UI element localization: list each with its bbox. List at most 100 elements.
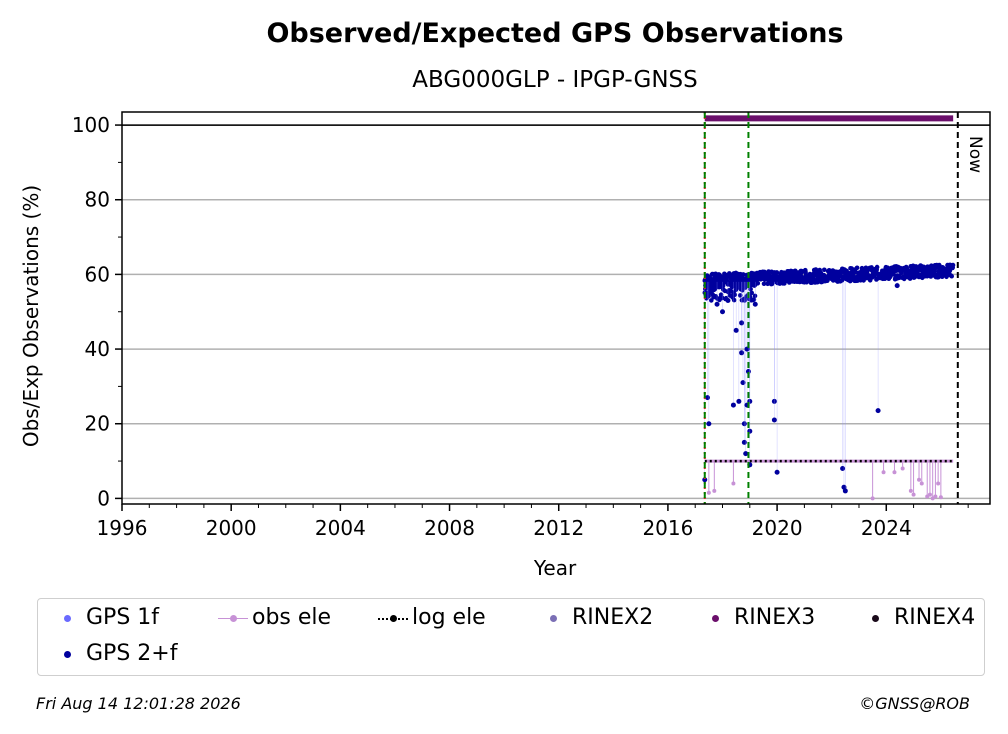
obs-ele-point: [892, 470, 897, 475]
gps2f-point: [752, 283, 757, 288]
legend-marker-gps2f: [52, 647, 82, 661]
obs-ele-point: [911, 492, 916, 497]
gps2f-outlier: [725, 298, 731, 304]
footer-timestamp: Fri Aug 14 12:01:28 2026: [36, 694, 241, 713]
gps2f-point: [932, 269, 937, 274]
legend-marker-log-ele: [378, 611, 408, 625]
gps2f-point: [737, 281, 742, 286]
gps2f-outlier: [739, 350, 745, 356]
gps2f-outlier: [733, 327, 739, 333]
legend-marker-obs-ele: [218, 611, 248, 625]
gps2f-outlier: [740, 380, 746, 386]
obs-ele-point: [917, 477, 922, 482]
x-tick-label: 2004: [315, 516, 366, 540]
chart-subtitle: ABG000GLP - IPGP-GNSS: [412, 67, 697, 93]
gps2f-outlier: [840, 466, 846, 472]
legend-label-rinex2: RINEX2: [572, 605, 654, 630]
gps2f-outlier: [894, 283, 900, 289]
gps2f-point: [748, 286, 753, 292]
gps2f-outlier: [842, 488, 848, 494]
legend-item-rinex2: RINEX2: [538, 605, 653, 630]
legend-marker-rinex3: [700, 611, 730, 625]
legend-label-log-ele: log ele: [412, 605, 486, 630]
legend-item-log-ele: log ele: [378, 605, 486, 630]
now-label: Now: [965, 136, 985, 173]
gps2f-outlier: [736, 398, 742, 404]
obs-ele-point: [933, 494, 938, 499]
chart-title: Observed/Expected GPS Observations: [266, 18, 843, 49]
x-tick-label: 2008: [424, 516, 475, 540]
gps2f-point: [746, 277, 751, 283]
obs-ele-point: [927, 492, 932, 497]
x-axis-label: Year: [533, 556, 577, 580]
gps2f-point: [854, 265, 860, 271]
obs-ele-point: [870, 496, 875, 501]
legend-marker-rinex2: [538, 611, 568, 625]
legend-label-gps1f: GPS 1f: [86, 605, 160, 630]
gps2f-outlier: [720, 309, 726, 315]
obs-ele-point: [908, 488, 913, 493]
gps2f-point: [774, 270, 780, 275]
gps2f-outlier: [875, 408, 881, 414]
x-tick-label: 2012: [533, 516, 584, 540]
gps2f-point: [716, 279, 721, 285]
gps2f-point: [751, 278, 756, 284]
gps2f-outlier: [743, 451, 749, 457]
legend-item-obs-ele: obs ele: [218, 605, 331, 630]
obs-ele-point: [936, 481, 941, 486]
y-axis-label: Obs/Exp Observations (%): [19, 185, 43, 447]
gps2f-outlier: [741, 439, 747, 445]
y-tick-label: 20: [85, 412, 110, 436]
legend-item-gps2f: GPS 2+f: [52, 641, 177, 666]
obs-ele-point: [731, 481, 736, 486]
obs-ele-point: [712, 488, 717, 493]
gps2f-outlier: [739, 320, 745, 326]
gps2f-outlier: [730, 402, 736, 408]
x-tick-label: 2024: [861, 516, 912, 540]
gps2f-point: [752, 293, 758, 299]
plot-area: Now 0 20 40 60 80 100 1996 2000 2004 2008 2012 2016 2…: [72, 111, 991, 540]
gps2f-point: [871, 274, 877, 279]
y-tick-label: 40: [85, 337, 110, 361]
legend-marker-rinex4: [860, 611, 890, 625]
legend-item-rinex3: RINEX3: [700, 605, 815, 630]
gps2f-point: [734, 285, 740, 291]
x-tick-label: 2000: [206, 516, 257, 540]
gps2f-outlier: [714, 301, 720, 307]
gps2f-outlier: [702, 477, 708, 483]
gps2f-point: [761, 281, 767, 287]
gps2f-point: [749, 290, 754, 296]
gps2f-point: [950, 262, 956, 268]
plot-frame: [121, 111, 991, 505]
footer-credit: ©GNSS@ROB: [859, 694, 970, 713]
x-tick-label: 2016: [642, 516, 693, 540]
gps2f-outlier: [771, 417, 777, 423]
gps2f-point: [740, 277, 746, 283]
obs-ele-point: [938, 495, 943, 500]
legend-label-obs-ele: obs ele: [252, 605, 332, 630]
gps2f-point: [709, 298, 714, 303]
chart-canvas: Observed/Expected GPS Observations ABG00…: [19, 18, 991, 580]
gps2f-point: [708, 276, 714, 282]
legend: GPS 1f obs ele log ele RINEX2 RINEX3 RIN…: [37, 598, 985, 676]
gps2f-point: [731, 297, 737, 303]
obs-ele-point: [900, 466, 905, 471]
gps2f-outlier: [752, 301, 758, 307]
legend-label-rinex3: RINEX3: [734, 605, 816, 630]
legend-item-gps1f: GPS 1f: [52, 605, 159, 630]
obs-ele-point: [881, 470, 886, 475]
gps2f-point: [822, 267, 827, 273]
gps2f-point: [874, 264, 880, 270]
legend-label-gps2f: GPS 2+f: [86, 641, 178, 666]
y-tick-label: 80: [85, 188, 110, 212]
y-tick-label: 60: [85, 262, 110, 286]
legend-label-rinex4: RINEX4: [894, 605, 976, 630]
gps2f-outlier: [774, 469, 780, 475]
x-tick-label: 2020: [752, 516, 803, 540]
legend-item-rinex4: RINEX4: [860, 605, 975, 630]
gps2f-outlier: [706, 421, 712, 427]
gps2f-point: [949, 273, 954, 279]
y-tick-label: 0: [97, 486, 110, 510]
obs-ele-point: [919, 481, 924, 486]
x-tick-label: 1996: [97, 516, 148, 540]
